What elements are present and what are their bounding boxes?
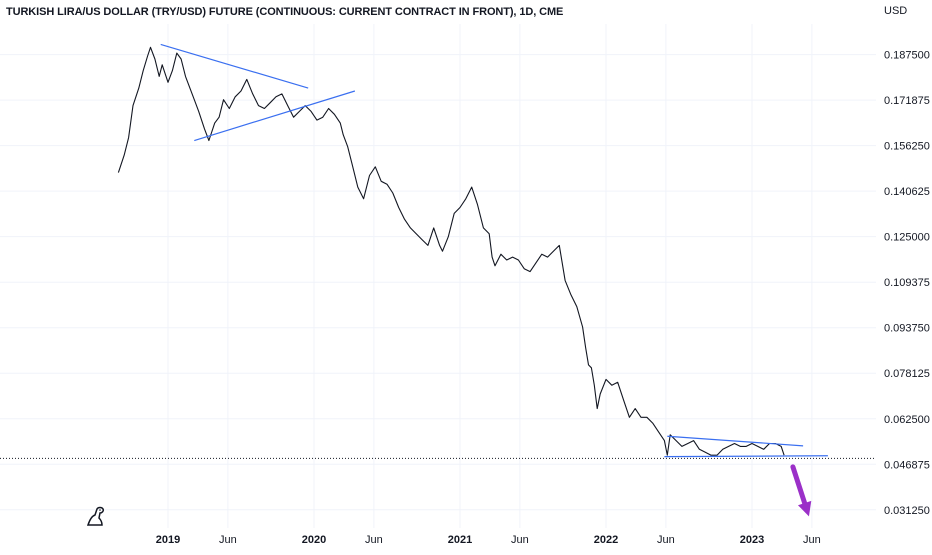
y-tick-label: 0.031250 — [884, 505, 930, 517]
x-tick-label: 2019 — [156, 534, 180, 546]
tradingview-dino-logo — [86, 506, 104, 526]
y-tick-label: 0.109375 — [884, 277, 930, 289]
y-tick-label: 0.140625 — [884, 186, 930, 198]
trendline — [160, 43, 309, 89]
series-layer — [117, 46, 785, 456]
x-tick-label: 2022 — [594, 534, 618, 546]
forecast-arrow-head — [797, 500, 812, 517]
x-tick-label: 2021 — [448, 534, 472, 546]
y-tick-label: 0.062500 — [884, 414, 930, 426]
trendline — [664, 455, 828, 458]
y-tick-label: 0.171875 — [884, 95, 930, 107]
x-tick-label: Jun — [657, 534, 675, 546]
currency-label: USD — [884, 5, 907, 17]
x-tick-label: Jun — [803, 534, 821, 546]
chart-title: TURKISH LIRA/US DOLLAR (TRY/USD) FUTURE … — [6, 6, 563, 18]
y-tick-label: 0.093750 — [884, 323, 930, 335]
x-tick-label: Jun — [365, 534, 383, 546]
x-tick-label: Jun — [511, 534, 529, 546]
price-series-line — [117, 46, 785, 456]
y-tick-label: 0.125000 — [884, 232, 930, 244]
y-axis[interactable]: 0.187500 0.171875 0.156250 0.140625 0.125000… — [884, 50, 930, 517]
y-tick-label: 0.187500 — [884, 50, 930, 62]
y-tick-label: 0.046875 — [884, 459, 930, 471]
trendlines — [160, 43, 828, 517]
x-tick-label: Jun — [219, 534, 237, 546]
x-axis[interactable]: 2019 Jun 2020 Jun 2021 Jun 2022 Jun 2023 Jun — [156, 534, 821, 546]
trendline — [667, 435, 804, 447]
x-tick-label: 2023 — [740, 534, 764, 546]
y-tick-label: 0.078125 — [884, 368, 930, 380]
grid — [0, 24, 876, 528]
forecast-arrow-shaft — [790, 464, 808, 506]
y-tick-label: 0.156250 — [884, 141, 930, 153]
trendline — [194, 90, 356, 142]
x-tick-label: 2020 — [302, 534, 326, 546]
